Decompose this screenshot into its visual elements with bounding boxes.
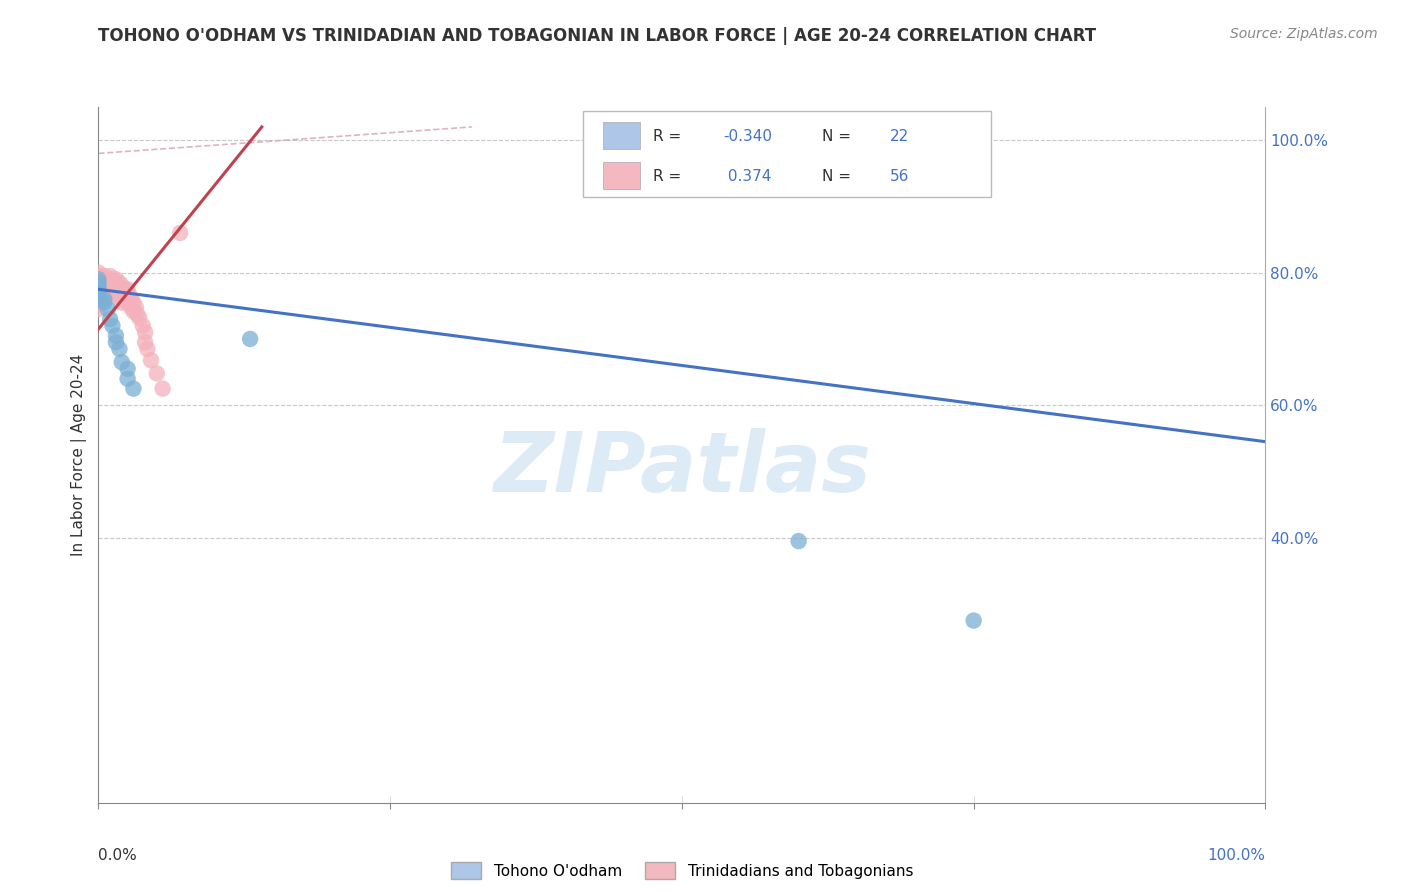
Point	[101, 318, 124, 333]
Point	[104, 282, 127, 296]
Point	[117, 289, 139, 303]
Text: N =: N =	[823, 169, 856, 184]
Point	[105, 285, 128, 300]
Point	[152, 382, 174, 396]
Point	[101, 285, 124, 300]
Point	[87, 285, 110, 300]
Point	[962, 614, 984, 628]
Text: R =: R =	[652, 129, 686, 144]
Text: 0.374: 0.374	[723, 169, 770, 184]
Point	[110, 285, 132, 300]
Point	[93, 292, 115, 306]
Point	[104, 335, 127, 350]
Point	[120, 292, 142, 306]
Point	[122, 304, 145, 318]
Point	[87, 282, 110, 296]
Point	[118, 289, 141, 303]
Point	[87, 282, 110, 296]
Point	[97, 302, 120, 317]
Text: R =: R =	[652, 169, 686, 184]
Point	[117, 295, 139, 310]
Point	[125, 300, 148, 314]
Point	[87, 289, 110, 303]
Text: 56: 56	[890, 169, 910, 184]
Point	[87, 292, 110, 306]
FancyBboxPatch shape	[582, 111, 991, 197]
Point	[87, 272, 110, 286]
Point	[134, 326, 156, 340]
Point	[87, 289, 110, 303]
Text: 22: 22	[890, 129, 908, 144]
Point	[134, 335, 156, 350]
Point	[128, 310, 150, 325]
Text: -0.340: -0.340	[723, 129, 772, 144]
Point	[136, 342, 159, 356]
Point	[93, 272, 115, 286]
Point	[104, 276, 127, 290]
Point	[98, 268, 121, 283]
Point	[93, 268, 115, 283]
Text: TOHONO O'ODHAM VS TRINIDADIAN AND TOBAGONIAN IN LABOR FORCE | AGE 20-24 CORRELAT: TOHONO O'ODHAM VS TRINIDADIAN AND TOBAGO…	[98, 27, 1097, 45]
Point	[87, 266, 110, 280]
Point	[87, 268, 110, 283]
Point	[107, 289, 129, 303]
Point	[111, 289, 134, 303]
Point	[87, 285, 110, 300]
Point	[87, 276, 110, 290]
Point	[93, 276, 115, 290]
Point	[114, 292, 136, 306]
Point	[112, 282, 135, 296]
Point	[104, 328, 127, 343]
Point	[87, 272, 110, 286]
Text: 100.0%: 100.0%	[1208, 848, 1265, 863]
Point	[117, 372, 139, 386]
Point	[87, 302, 110, 317]
Point	[103, 289, 125, 303]
Text: 0.0%: 0.0%	[98, 848, 138, 863]
Text: N =: N =	[823, 129, 856, 144]
Point	[96, 279, 118, 293]
FancyBboxPatch shape	[603, 162, 640, 189]
Point	[93, 295, 115, 310]
Point	[132, 318, 155, 333]
Text: Source: ZipAtlas.com: Source: ZipAtlas.com	[1230, 27, 1378, 41]
Point	[146, 367, 169, 381]
Point	[98, 312, 121, 326]
Point	[111, 279, 134, 293]
Point	[98, 276, 121, 290]
Point	[117, 282, 139, 296]
Point	[787, 534, 810, 549]
Point	[87, 280, 110, 294]
Point	[125, 307, 148, 321]
Point	[108, 342, 131, 356]
Point	[122, 295, 145, 310]
Point	[101, 279, 124, 293]
Point	[104, 272, 127, 286]
Text: ZIPatlas: ZIPatlas	[494, 428, 870, 509]
Point	[87, 292, 110, 306]
Point	[108, 282, 131, 296]
Point	[87, 277, 110, 292]
Point	[87, 295, 110, 310]
Point	[98, 272, 121, 286]
Point	[122, 382, 145, 396]
Point	[117, 361, 139, 376]
Point	[108, 276, 131, 290]
Point	[97, 282, 120, 296]
Point	[87, 276, 110, 290]
Point	[120, 300, 142, 314]
Point	[87, 279, 110, 293]
Point	[169, 226, 191, 240]
Y-axis label: In Labor Force | Age 20-24: In Labor Force | Age 20-24	[72, 354, 87, 556]
Point	[111, 295, 134, 310]
Point	[239, 332, 262, 346]
Point	[139, 353, 162, 368]
FancyBboxPatch shape	[603, 122, 640, 149]
Point	[111, 355, 134, 369]
Point	[112, 289, 135, 303]
Legend: Tohono O'odham, Trinidadians and Tobagonians: Tohono O'odham, Trinidadians and Tobagon…	[444, 855, 920, 886]
